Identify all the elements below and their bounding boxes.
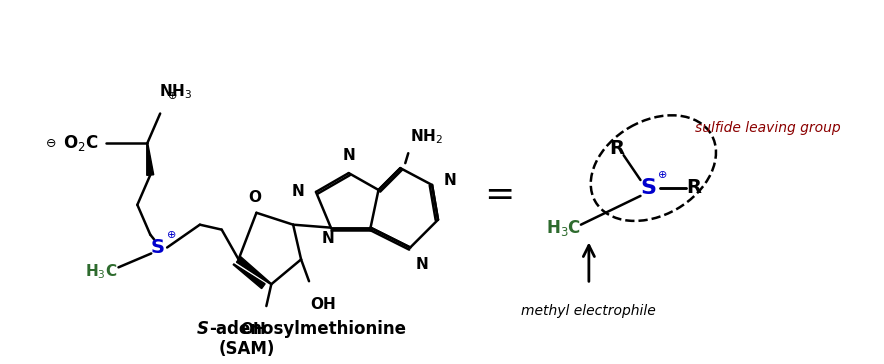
Text: N: N <box>292 185 304 199</box>
Text: $\oplus$: $\oplus$ <box>657 169 667 179</box>
Polygon shape <box>233 264 265 289</box>
Text: R: R <box>609 139 624 158</box>
Text: $\oplus$: $\oplus$ <box>166 229 176 240</box>
Text: S: S <box>197 320 209 338</box>
Text: H$_3$C: H$_3$C <box>85 262 118 281</box>
Text: -adenosylmethionine: -adenosylmethionine <box>209 320 406 338</box>
Text: N: N <box>322 231 334 246</box>
Text: H$_3$C: H$_3$C <box>545 218 581 238</box>
Text: $\oplus$: $\oplus$ <box>167 90 178 101</box>
Text: S: S <box>150 238 164 257</box>
Text: OH: OH <box>310 297 336 312</box>
Text: N: N <box>415 257 428 272</box>
Text: NH$_3$: NH$_3$ <box>159 82 193 100</box>
Text: S: S <box>640 178 657 198</box>
Polygon shape <box>236 257 271 285</box>
Text: methyl electrophile: methyl electrophile <box>522 304 656 318</box>
Text: N: N <box>444 173 457 187</box>
Text: O: O <box>248 190 261 205</box>
Text: =: = <box>484 178 514 212</box>
Text: NH$_2$: NH$_2$ <box>410 127 443 146</box>
Text: (SAM): (SAM) <box>218 340 275 358</box>
Text: N: N <box>342 148 355 163</box>
Text: sulfide leaving group: sulfide leaving group <box>695 122 841 135</box>
Text: R: R <box>687 178 702 197</box>
Text: O$_2$C: O$_2$C <box>63 133 98 153</box>
Polygon shape <box>147 143 154 175</box>
Text: $\ominus$: $\ominus$ <box>45 137 57 150</box>
Text: OH: OH <box>240 322 266 337</box>
